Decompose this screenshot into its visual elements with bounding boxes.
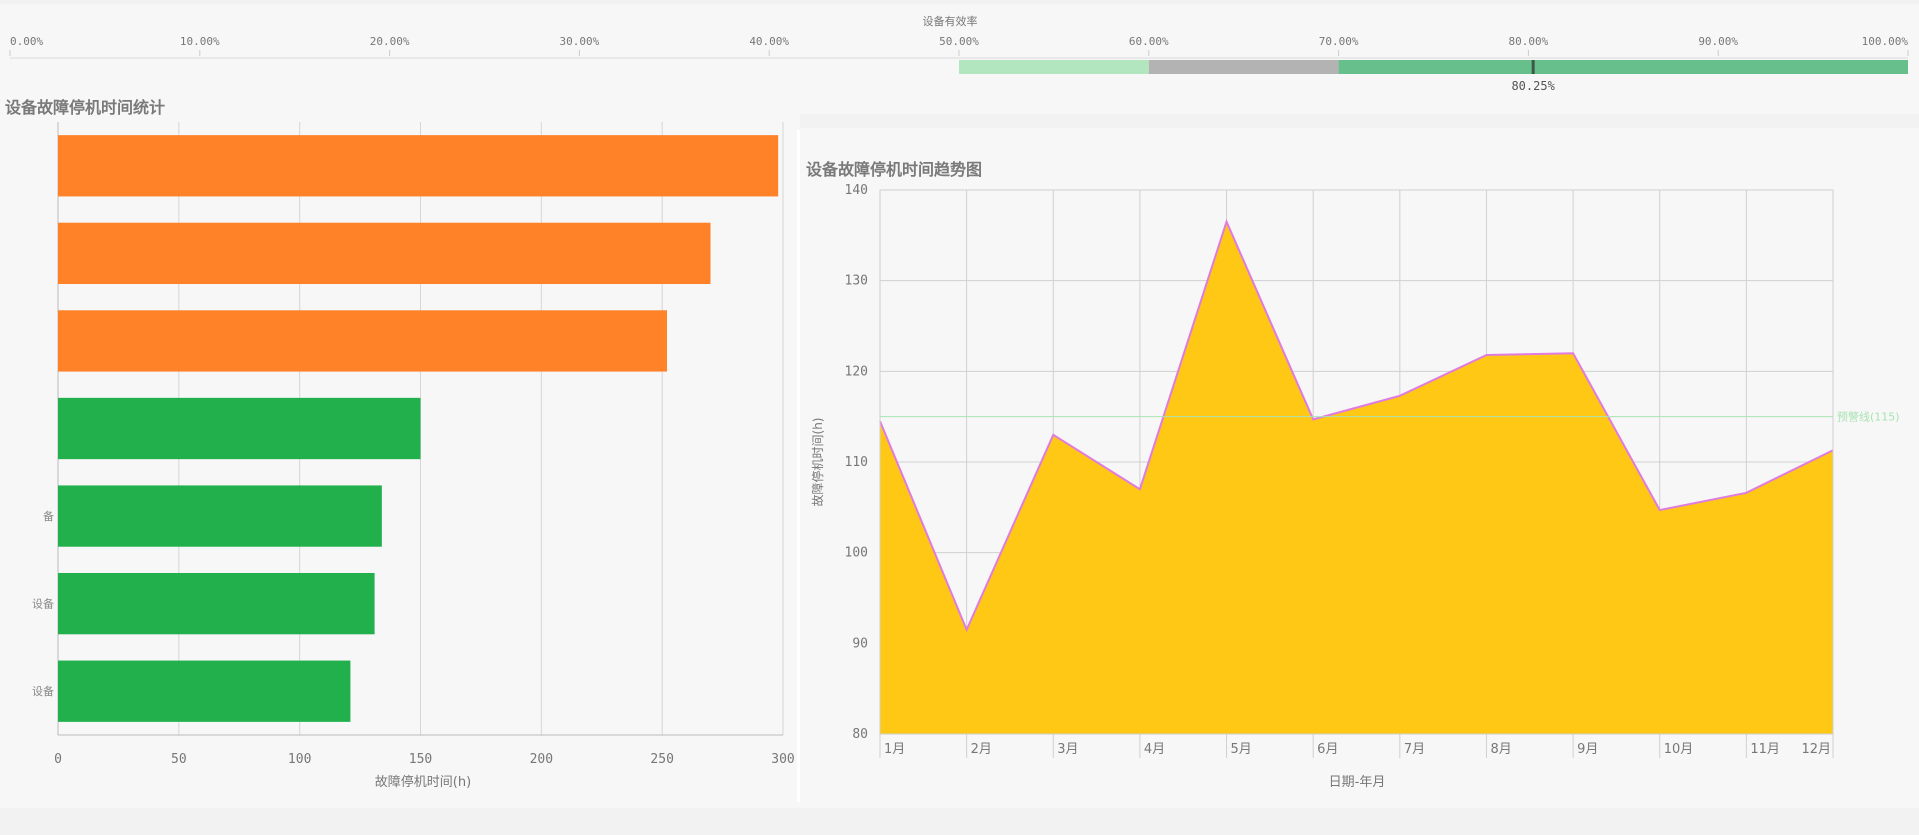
area-x-tick-label: 12月 bbox=[1801, 742, 1831, 757]
kpi-segment bbox=[1338, 60, 1908, 74]
area-plot-frame bbox=[879, 189, 1834, 735]
bar-category-label: 备 bbox=[43, 509, 54, 523]
bar bbox=[58, 135, 779, 197]
bar-chart-title: 设备故障停机时间统计 bbox=[5, 98, 166, 117]
kpi-tick-label: 60.00% bbox=[1129, 35, 1169, 48]
area-reference-label: 预警线(115) bbox=[1837, 410, 1900, 424]
area-y-tick-label: 130 bbox=[845, 274, 868, 289]
area-x-tick-label: 9月 bbox=[1577, 742, 1598, 757]
area-x-tick-label: 4月 bbox=[1144, 742, 1165, 757]
bar-category-label: 设备 bbox=[32, 684, 54, 698]
bar-x-tick-label: 250 bbox=[650, 752, 673, 767]
area-chart: 80 90 100 110 120 130 140 预警线(115) 1月 2月 3月 4月 5月 6月 7… bbox=[810, 183, 1900, 790]
bar-x-tick-label: 50 bbox=[171, 752, 187, 767]
bar bbox=[58, 572, 375, 635]
area-x-tick-label: 7月 bbox=[1404, 742, 1425, 757]
bar bbox=[58, 397, 421, 460]
kpi-value-label: 80.25% bbox=[1511, 79, 1555, 93]
area-chart-panel: 设备故障停机时间趋势图 80 90 100 110 120 130 140 预警线(115) 1… bbox=[800, 128, 1919, 808]
bar bbox=[58, 660, 351, 722]
area-fill bbox=[880, 221, 1833, 734]
bar-x-tick-label: 300 bbox=[771, 752, 794, 767]
bar-category-label: 设备 bbox=[32, 597, 54, 611]
bar-x-tick-label: 150 bbox=[409, 752, 432, 767]
bar bbox=[58, 222, 711, 285]
area-x-tick-label: 11月 bbox=[1750, 742, 1780, 757]
kpi-value-marker bbox=[1531, 60, 1535, 74]
area-x-tick-label: 10月 bbox=[1664, 742, 1694, 757]
kpi-segment bbox=[1148, 60, 1339, 74]
area-x-tick-label: 3月 bbox=[1057, 742, 1078, 757]
area-y-tick-label: 140 bbox=[845, 183, 868, 198]
kpi-tick-label: 50.00% bbox=[939, 35, 979, 48]
kpi-gauge: 设备有效率 0.00% 10.00% 20.00% 30.00% 40.00% 50.00%… bbox=[9, 14, 1909, 93]
area-x-tick-label: 6月 bbox=[1317, 742, 1338, 757]
area-x-tick-label: 5月 bbox=[1231, 742, 1252, 757]
area-x-tick-label: 1月 bbox=[884, 742, 905, 757]
kpi-tick-label: 90.00% bbox=[1698, 35, 1738, 48]
bar-x-tick-label: 100 bbox=[288, 752, 311, 767]
bar bbox=[58, 310, 667, 372]
kpi-tick-label: 100.00% bbox=[1862, 35, 1909, 48]
area-y-tick-label: 90 bbox=[852, 636, 868, 651]
bar bbox=[58, 485, 382, 547]
area-chart-title: 设备故障停机时间趋势图 bbox=[806, 160, 983, 179]
bar-x-tick-label: 200 bbox=[530, 752, 553, 767]
kpi-title: 设备有效率 bbox=[923, 14, 978, 28]
area-y-tick-label: 110 bbox=[845, 455, 868, 470]
area-y-axis-title: 故障停机时间(h) bbox=[810, 418, 825, 507]
area-x-tick-label: 8月 bbox=[1490, 742, 1511, 757]
bar-x-tick-label: 0 bbox=[54, 752, 62, 767]
area-y-tick-label: 100 bbox=[845, 546, 868, 561]
area-x-axis-title: 日期-年月 bbox=[1329, 775, 1386, 790]
area-series-line bbox=[879, 218, 1834, 633]
kpi-segment bbox=[959, 60, 1149, 74]
kpi-tick-label: 30.00% bbox=[560, 35, 600, 48]
bar-chart-panel: 设备故障停机时间统计 0 50 100 150 200 250 300 备设备 设备 故障停机时间… bbox=[0, 88, 800, 808]
area-y-tick-label: 80 bbox=[852, 727, 868, 742]
kpi-tick-label: 70.00% bbox=[1319, 35, 1359, 48]
area-x-tick-label: 2月 bbox=[971, 742, 992, 757]
kpi-tick-label: 0.00% bbox=[10, 35, 43, 48]
kpi-tick-label: 20.00% bbox=[370, 35, 410, 48]
panel-divider bbox=[797, 130, 801, 802]
kpi-tick-label: 10.00% bbox=[180, 35, 220, 48]
kpi-tick-label: 40.00% bbox=[749, 35, 789, 48]
bar-x-axis-title: 故障停机时间(h) bbox=[375, 774, 471, 790]
kpi-tick-label: 80.00% bbox=[1509, 35, 1549, 48]
area-y-tick-label: 120 bbox=[845, 364, 868, 379]
